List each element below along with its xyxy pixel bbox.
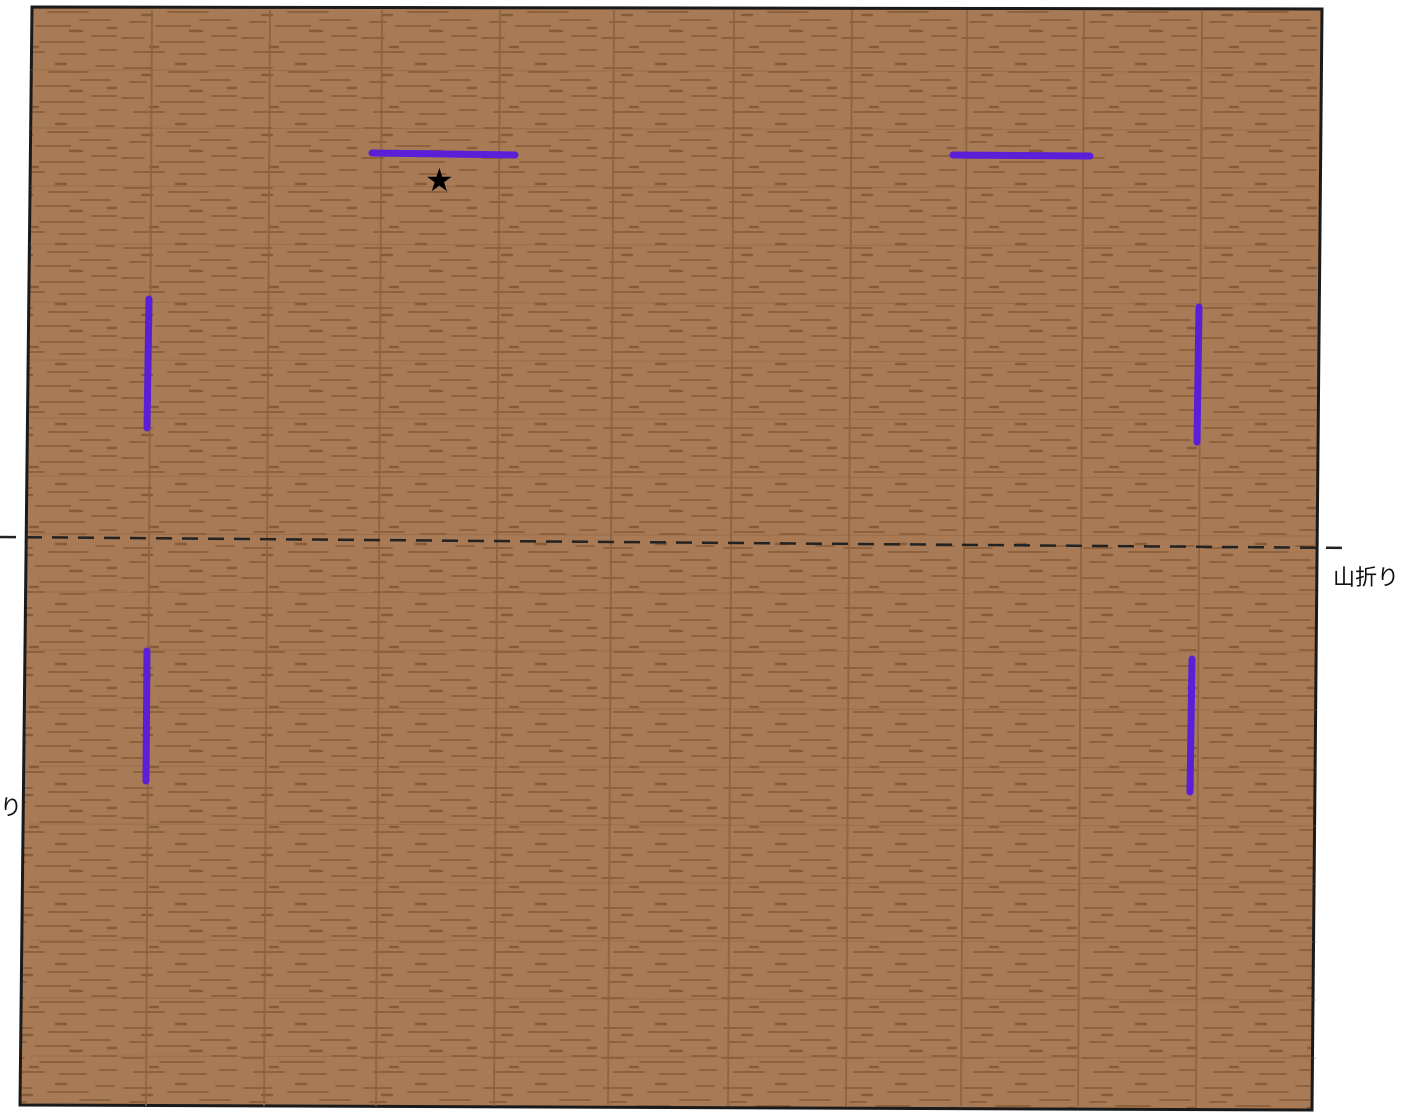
mountain-fold-label-partial: り xyxy=(0,796,23,821)
grid-row-line xyxy=(29,1055,1317,1059)
grid-column-line xyxy=(493,9,501,1107)
grid-column-line xyxy=(1195,9,1203,1107)
grid-column-line xyxy=(960,9,968,1107)
grid-row-line xyxy=(29,765,1317,769)
grid-column-line xyxy=(607,9,615,1107)
grid-column-line xyxy=(145,9,153,1107)
paper-grid xyxy=(29,9,1317,1107)
grid-row-line xyxy=(29,533,1317,537)
grid-row-line xyxy=(29,127,1317,131)
cut-line-upper-right xyxy=(1193,303,1203,446)
cut-line-lower-right xyxy=(1186,655,1196,796)
mountain-fold-line xyxy=(0,535,1351,550)
grid-column-line xyxy=(845,9,853,1107)
grid-row-line xyxy=(29,185,1317,189)
grid-row-line xyxy=(29,591,1317,595)
grid-column-line xyxy=(375,9,383,1107)
cut-line-top-right xyxy=(949,151,1094,160)
grid-row-line xyxy=(29,997,1317,1001)
mountain-fold-label: 山折り xyxy=(1333,566,1400,591)
grid-row-line xyxy=(29,823,1317,827)
grid-row-line xyxy=(29,417,1317,421)
grid-row-line xyxy=(29,649,1317,653)
grid-column-line xyxy=(727,9,735,1107)
cut-line-lower-left xyxy=(142,647,151,785)
grid-row-line xyxy=(29,301,1317,305)
grid-row-line xyxy=(29,359,1317,363)
paper-sheet xyxy=(18,5,1324,1112)
grid-row-line xyxy=(29,939,1317,943)
cut-line-top-left xyxy=(368,149,519,159)
grid-column-line xyxy=(263,9,271,1107)
grid-row-line xyxy=(29,475,1317,479)
cut-line-upper-left xyxy=(143,295,153,432)
grid-row-line xyxy=(29,707,1317,711)
grid-row-line xyxy=(29,881,1317,885)
grid-row-line xyxy=(29,243,1317,247)
grid-column-line xyxy=(1077,9,1085,1107)
grid-row-line xyxy=(29,69,1317,73)
star-marker-icon: ★ xyxy=(425,161,454,199)
